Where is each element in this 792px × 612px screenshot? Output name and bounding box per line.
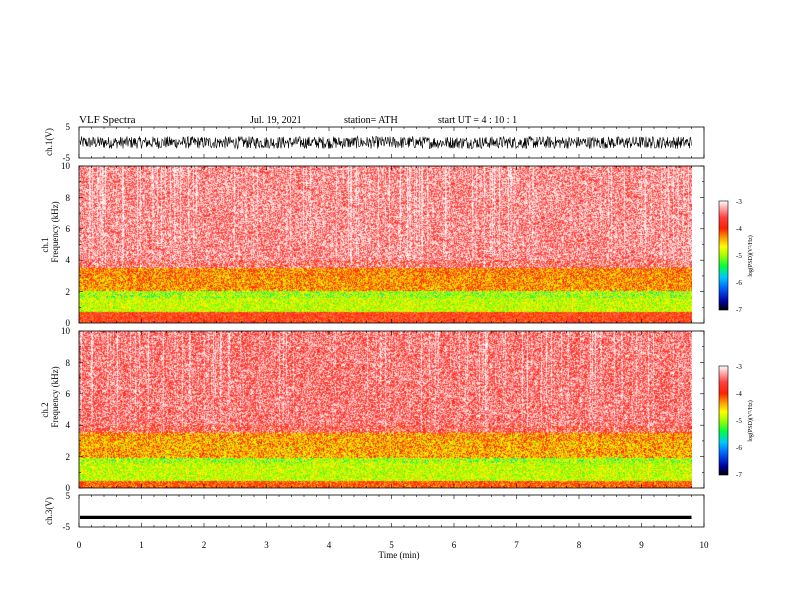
ch1-colorbar bbox=[718, 200, 729, 311]
ch1-spectrogram-ylabel-frequency: Frequency (kHz) bbox=[50, 201, 60, 262]
ch3-waveform-ylabel: ch.3(V) bbox=[44, 497, 54, 525]
ch3-ytick-top: 5 bbox=[66, 491, 71, 501]
ch1-colorbar-tick: -4 bbox=[736, 225, 742, 233]
start-time-label: start UT = 4 : 10 : 1 bbox=[438, 115, 517, 126]
x-tick-label: 7 bbox=[514, 540, 519, 550]
ch1-spectrogram-image bbox=[79, 166, 692, 323]
x-tick-label: 3 bbox=[264, 540, 269, 550]
x-tick-label: 4 bbox=[327, 540, 332, 550]
ch1-waveform-ylabel: ch.1(V) bbox=[44, 128, 54, 156]
figure-title: VLF Spectra bbox=[79, 114, 136, 126]
x-axis-label: Time (min) bbox=[379, 550, 420, 560]
ch1-colorbar-label: log(PSD)(V²/Hz) bbox=[747, 235, 754, 276]
ch3-ytick-bottom: -5 bbox=[63, 522, 71, 532]
ch2-colorbar-tick: -4 bbox=[736, 390, 742, 398]
ch2-spectrogram-ylabel-frequency: Frequency (kHz) bbox=[50, 366, 60, 427]
x-tick-label: 1 bbox=[139, 540, 144, 550]
ch2-colorbar-tick: -3 bbox=[736, 363, 742, 371]
ch2-ytick: 2 bbox=[66, 452, 71, 462]
ch1-spectrogram-panel: 10 8 6 4 2 0 ch.1 Frequency (kHz) -3 -4 … bbox=[40, 161, 754, 328]
ch1-colorbar-tick: -5 bbox=[736, 252, 742, 260]
ch2-spectrogram-panel: 10 8 6 4 2 0 ch.2 Frequency (kHz) -3 -4 … bbox=[40, 326, 754, 493]
ch2-ytick: 8 bbox=[66, 358, 71, 368]
x-tick-label: 2 bbox=[202, 540, 207, 550]
ch2-ytick: 10 bbox=[61, 326, 71, 336]
ch1-colorbar-tick: -6 bbox=[736, 279, 742, 287]
ch1-ytick: 4 bbox=[66, 255, 71, 265]
x-tick-label: 0 bbox=[77, 540, 82, 550]
x-tick-labels: 0 1 2 3 4 5 6 7 8 9 10 bbox=[77, 540, 709, 550]
ch2-ytick: 6 bbox=[66, 389, 71, 399]
ch2-colorbar-tick: -5 bbox=[736, 417, 742, 425]
ch1-ytick: 2 bbox=[66, 287, 71, 297]
ch2-ytick: 0 bbox=[66, 483, 71, 493]
ch2-colorbar-tick: -7 bbox=[736, 471, 742, 479]
ch2-ytick: 4 bbox=[66, 420, 71, 430]
ch1-waveform-trace bbox=[79, 135, 692, 150]
ch1-spectrogram-ylabel-channel: ch.1 bbox=[40, 237, 50, 252]
ch2-colorbar bbox=[718, 365, 729, 476]
axis-ticks bbox=[78, 127, 705, 527]
ch1-ytick-bottom: -5 bbox=[63, 153, 71, 163]
ch1-ytick: 6 bbox=[66, 224, 71, 234]
ch3-waveform-panel: 5 -5 ch.3(V) bbox=[44, 491, 705, 532]
ch1-ytick-top: 5 bbox=[66, 122, 71, 132]
x-tick-label: 9 bbox=[639, 540, 644, 550]
ch1-ytick: 8 bbox=[66, 193, 71, 203]
ch1-ytick: 0 bbox=[66, 318, 71, 328]
ch1-colorbar-tick: -3 bbox=[736, 198, 742, 206]
x-tick-label: 6 bbox=[452, 540, 457, 550]
ch2-spectrogram-image bbox=[79, 331, 692, 488]
ch2-colorbar-label: log(PSD)(V²/Hz) bbox=[747, 400, 754, 441]
ch3-waveform-frame bbox=[78, 494, 705, 528]
ch1-waveform-panel: 5 -5 ch.1(V) bbox=[44, 122, 705, 163]
ch1-ytick: 10 bbox=[61, 161, 71, 171]
ch1-colorbar-tick: -7 bbox=[736, 306, 742, 314]
x-tick-label: 10 bbox=[700, 540, 710, 550]
ch2-colorbar-tick: -6 bbox=[736, 444, 742, 452]
ch2-spectrogram-ylabel-channel: ch.2 bbox=[40, 402, 50, 417]
x-tick-label: 8 bbox=[577, 540, 582, 550]
x-tick-label: 5 bbox=[389, 540, 394, 550]
date-label: Jul. 19, 2021 bbox=[250, 115, 302, 126]
station-label: station= ATH bbox=[344, 115, 398, 126]
